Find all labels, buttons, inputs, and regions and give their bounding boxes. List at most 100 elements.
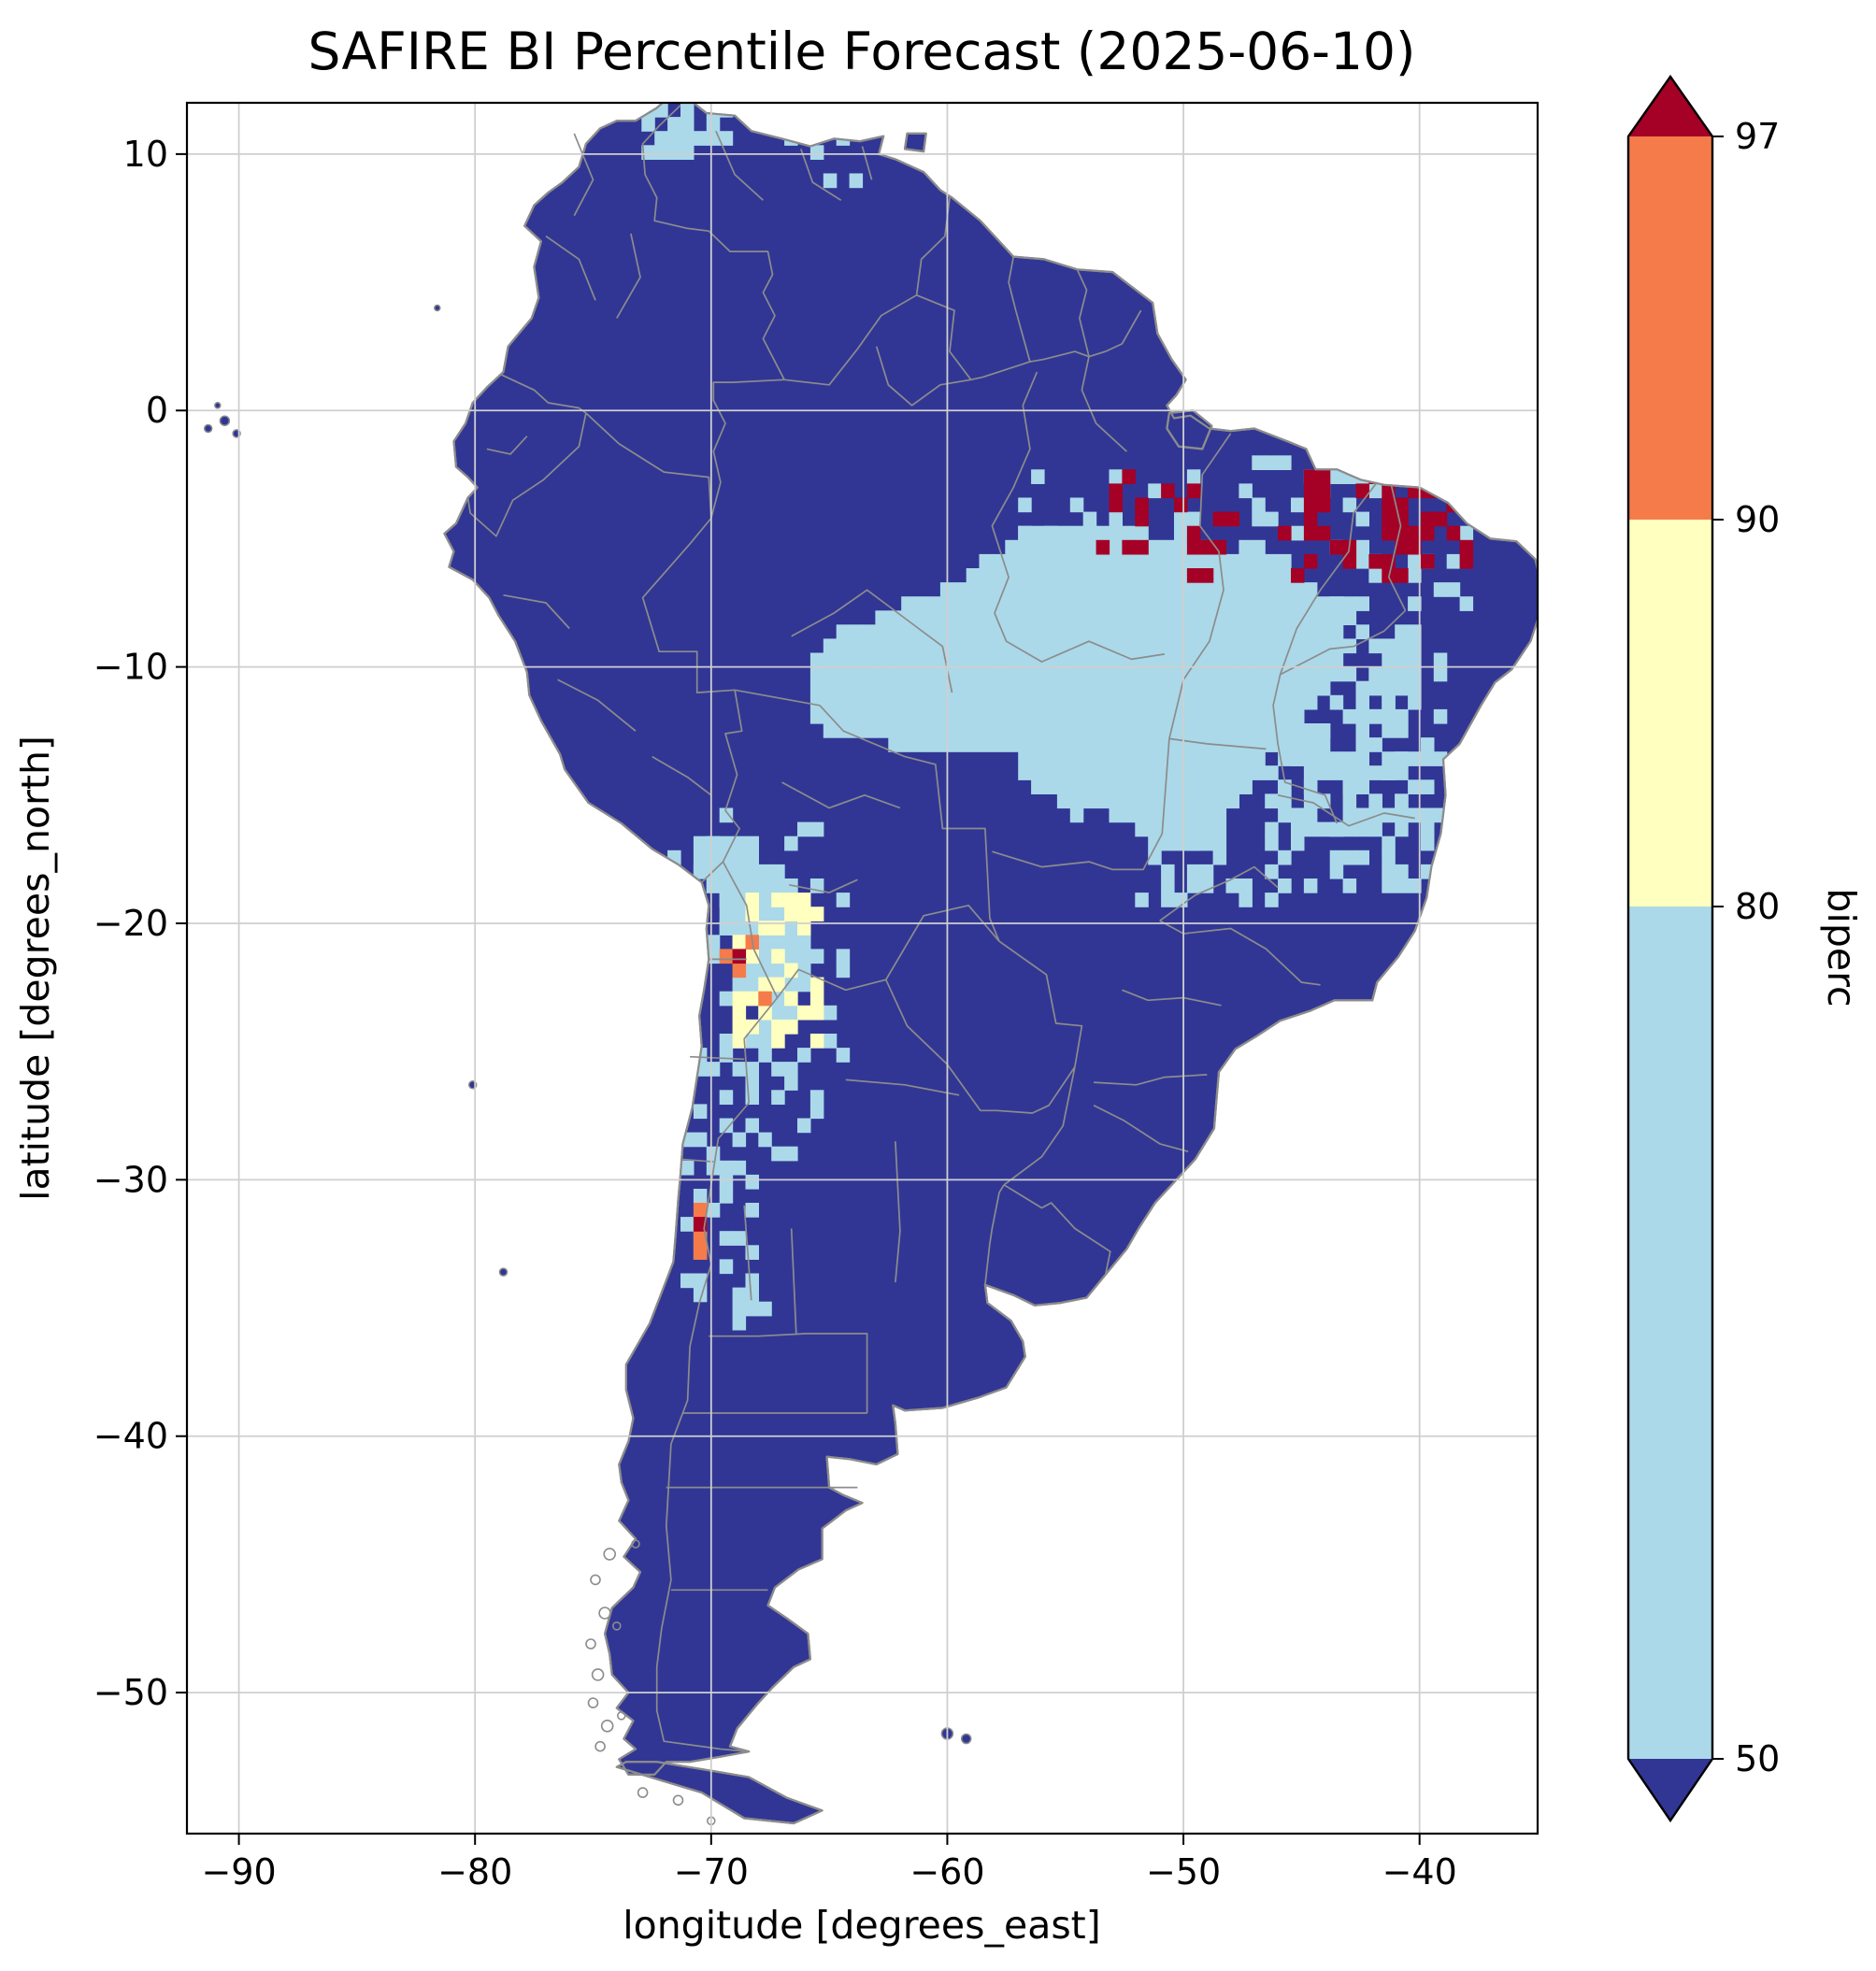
heat-cell — [1278, 624, 1292, 639]
heat-cell — [667, 131, 681, 146]
heat-cell — [1186, 652, 1201, 668]
heat-cell — [1239, 624, 1253, 639]
heat-cell — [1199, 836, 1214, 851]
heat-cell — [1005, 596, 1019, 611]
heat-cell — [1122, 539, 1136, 555]
heat-cell — [1186, 779, 1201, 794]
heat-cell — [1382, 525, 1396, 541]
heat-cell — [1239, 539, 1253, 555]
border-line — [789, 878, 858, 893]
heat-cell — [1316, 638, 1331, 654]
heat-cell — [1421, 525, 1435, 541]
heat-cell — [1408, 568, 1422, 583]
heat-cell — [1082, 511, 1097, 527]
heat-cell — [1303, 723, 1318, 738]
heat-cell — [1421, 821, 1435, 837]
heat-cell — [771, 935, 785, 950]
heat-cell — [732, 893, 747, 907]
heat-cell — [1122, 793, 1136, 809]
heat-cell — [1186, 582, 1201, 597]
fjord-islet — [637, 1787, 649, 1798]
heat-cell — [745, 893, 759, 907]
border-line — [916, 294, 983, 381]
heat-cell — [1135, 751, 1149, 766]
heat-cell — [706, 878, 721, 893]
heat-cell — [1082, 539, 1097, 555]
heat-cell — [1329, 652, 1344, 668]
heat-cell — [901, 638, 915, 654]
heat-cell — [719, 991, 734, 1007]
heat-cell — [1056, 779, 1071, 794]
heat-cell — [719, 1160, 734, 1176]
heat-cell — [1239, 596, 1253, 611]
heat-cell — [1395, 680, 1409, 696]
heat-cell — [1265, 511, 1279, 527]
heat-cell — [1161, 568, 1175, 583]
heat-cell — [732, 878, 747, 893]
heat-cell — [1109, 568, 1123, 583]
heat-cell — [1252, 723, 1266, 738]
heat-cell — [823, 1005, 838, 1021]
heat-cell — [1109, 807, 1123, 823]
heat-cell — [1005, 723, 1019, 738]
heat-cell — [719, 949, 734, 964]
heat-cell — [1278, 878, 1292, 893]
heat-cell — [952, 652, 967, 668]
heat-cell — [809, 949, 824, 964]
heat-cell — [1278, 525, 1292, 541]
border-line — [545, 236, 596, 301]
heat-cell — [914, 737, 928, 752]
heat-cell — [966, 638, 981, 654]
heat-cell — [979, 582, 993, 597]
heat-cell — [1005, 694, 1019, 710]
heat-cell — [1069, 793, 1084, 809]
heat-cell — [1186, 624, 1201, 639]
heat-cell — [1291, 723, 1305, 738]
heat-cell — [979, 737, 993, 752]
heat-cell — [1082, 666, 1097, 682]
heat-cell — [1096, 652, 1110, 668]
border-line — [715, 130, 764, 201]
heat-cell — [1342, 610, 1357, 625]
heat-cell — [862, 708, 876, 724]
heat-cell — [1186, 680, 1201, 696]
heat-cell — [875, 652, 889, 668]
heat-cell — [1225, 793, 1239, 809]
heat-cell — [732, 1132, 747, 1148]
heat-cell — [966, 723, 981, 738]
heat-cell — [641, 117, 655, 132]
border-line — [1094, 1074, 1208, 1086]
heat-cell — [797, 821, 811, 837]
heat-cell — [1239, 610, 1253, 625]
border-line — [845, 1078, 960, 1096]
heat-cell — [1109, 652, 1123, 668]
heat-cell — [1252, 765, 1266, 780]
heat-cell — [1044, 553, 1058, 569]
heat-cell — [771, 991, 785, 1007]
border-line — [1122, 989, 1222, 1007]
heat-cell — [1148, 793, 1162, 809]
heat-cell — [1122, 751, 1136, 766]
heat-cell — [1342, 878, 1357, 893]
heat-cell — [784, 1146, 798, 1162]
heat-cell — [784, 907, 798, 921]
heat-cell — [1031, 666, 1045, 682]
heat-cell — [1408, 779, 1422, 794]
heat-cell — [1044, 765, 1058, 780]
heat-cell — [1044, 596, 1058, 611]
heat-cell — [1225, 553, 1239, 569]
heat-cell — [1109, 723, 1123, 738]
heat-cell — [1225, 779, 1239, 794]
heat-cell — [1291, 708, 1305, 724]
heat-cell — [1186, 539, 1201, 555]
heat-cell — [1135, 893, 1149, 907]
heat-cell — [1056, 666, 1071, 682]
heat-cell — [1044, 737, 1058, 752]
heat-cell — [1109, 624, 1123, 639]
heat-cell — [784, 1076, 798, 1091]
heat-cell — [1069, 582, 1084, 597]
heat-cell — [1161, 582, 1175, 597]
heat-cell — [979, 568, 993, 583]
heat-cell — [1186, 751, 1201, 766]
heat-cell — [1174, 836, 1188, 851]
